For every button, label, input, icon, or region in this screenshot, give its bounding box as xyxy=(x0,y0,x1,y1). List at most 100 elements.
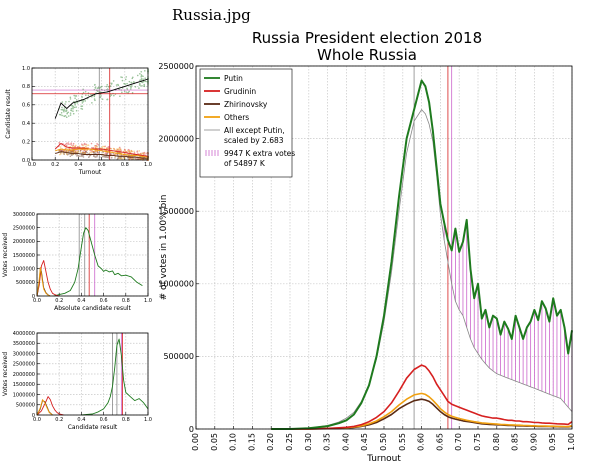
scatter-point xyxy=(94,150,97,153)
scatter-point xyxy=(117,83,119,86)
scatter-point xyxy=(141,158,144,160)
y-tick-label: 2500000 xyxy=(13,362,35,368)
scatter-point xyxy=(138,158,140,160)
image-filename: Russia.jpg xyxy=(172,6,251,24)
scatter-point xyxy=(143,83,145,86)
scatter-point xyxy=(101,85,103,88)
scatter-point xyxy=(62,152,65,155)
scatter-point xyxy=(95,156,98,158)
scatter-point xyxy=(63,109,66,111)
scatter-point xyxy=(61,101,64,103)
scatter-point xyxy=(70,149,73,152)
scatter-point xyxy=(110,83,113,85)
scatter-point xyxy=(145,152,147,155)
scatter-point xyxy=(63,107,66,109)
scatter-point xyxy=(74,151,77,153)
scatter-point xyxy=(123,90,126,93)
scatter-point xyxy=(72,144,75,147)
scatter-point xyxy=(84,90,87,93)
scatter-point xyxy=(140,74,143,76)
scatter-point xyxy=(97,144,100,146)
scatter-point xyxy=(80,154,83,156)
scatter-point xyxy=(81,152,83,154)
scatter-point xyxy=(130,151,133,153)
scatter-point xyxy=(119,150,121,152)
scatter-point xyxy=(128,150,131,153)
x-tick-label: 1.00 xyxy=(567,433,576,451)
scatter-point xyxy=(126,82,128,85)
scatter-point xyxy=(123,82,125,85)
series-line-others xyxy=(36,399,53,416)
scatter-point xyxy=(99,94,102,96)
scatter-point xyxy=(63,115,66,118)
scatter-point xyxy=(79,155,81,157)
scatter-point xyxy=(64,114,67,117)
scatter-point xyxy=(82,151,84,153)
scatter-point xyxy=(141,75,143,77)
scatter-point xyxy=(106,147,109,149)
x-tick-label: 0.70 xyxy=(454,433,463,451)
scatter-point xyxy=(140,152,143,155)
scatter-point xyxy=(132,157,134,159)
scatter-point xyxy=(125,76,128,78)
scatter-point xyxy=(64,143,67,146)
y-tick-label: 3500000 xyxy=(13,341,35,347)
scatter-point xyxy=(108,155,110,158)
scatter-point xyxy=(107,146,110,148)
x-tick-label: 0.80 xyxy=(492,433,501,451)
scatter-point xyxy=(144,70,146,72)
y-axis-label: Votes received xyxy=(2,233,9,277)
scatter-point xyxy=(62,109,65,112)
scatter-point xyxy=(107,146,110,149)
scatter-point xyxy=(123,157,126,160)
panel-absolute: 0.0 0.2 0.4 0.6 0.8 1.0 0 500000 1000000 1500000 2… xyxy=(2,212,152,312)
scatter-point xyxy=(101,146,103,149)
scatter-point xyxy=(76,151,79,154)
scatter-point xyxy=(61,149,64,152)
scatter-point xyxy=(123,150,125,153)
scatter-point xyxy=(74,145,76,147)
scatter-point xyxy=(83,149,86,152)
scatter-point xyxy=(123,157,126,160)
scatter-point xyxy=(67,142,69,144)
scatter-point xyxy=(82,152,84,155)
scatter-point xyxy=(141,85,143,87)
scatter-point xyxy=(103,145,105,148)
legend-box xyxy=(199,68,293,178)
scatter-point xyxy=(116,149,119,151)
scatter-point xyxy=(96,154,98,157)
scatter-point xyxy=(83,152,86,155)
scatter-point xyxy=(82,152,85,155)
scatter-point xyxy=(97,152,100,154)
scatter-point xyxy=(81,95,83,98)
scatter-point xyxy=(139,84,141,86)
y-tick-label: 1.0 xyxy=(22,66,30,72)
scatter-point xyxy=(58,141,61,144)
y-tick-label: 0.4 xyxy=(22,121,30,127)
scatter-point xyxy=(69,114,72,116)
scatter-point xyxy=(107,146,110,148)
scatter-point xyxy=(130,150,133,152)
x-tick-label: 0.20 xyxy=(266,433,275,451)
x-tick-label: 0.90 xyxy=(529,433,538,451)
x-tick-label: 0.00 xyxy=(191,433,200,451)
scatter-point xyxy=(99,96,102,99)
scatter-point xyxy=(106,98,108,101)
scatter-point xyxy=(95,144,97,147)
scatter-point xyxy=(89,149,92,152)
scatter-point xyxy=(143,153,145,156)
scatter-point xyxy=(119,156,122,159)
scatter-point xyxy=(93,98,96,100)
scatter-point xyxy=(127,149,129,152)
y-tick-label: 1500000 xyxy=(158,207,194,216)
scatter-point xyxy=(128,151,131,154)
scatter-point xyxy=(110,82,113,85)
scatter-point xyxy=(92,150,95,153)
x-tick-label: 0.25 xyxy=(285,433,294,451)
y-axis-label: # of votes in 1.00% bin xyxy=(159,195,169,301)
scatter-point xyxy=(78,146,81,148)
scatter-point xyxy=(80,105,83,108)
scatter-point xyxy=(139,152,142,155)
scatter-point xyxy=(91,95,93,98)
scatter-point xyxy=(120,149,122,152)
